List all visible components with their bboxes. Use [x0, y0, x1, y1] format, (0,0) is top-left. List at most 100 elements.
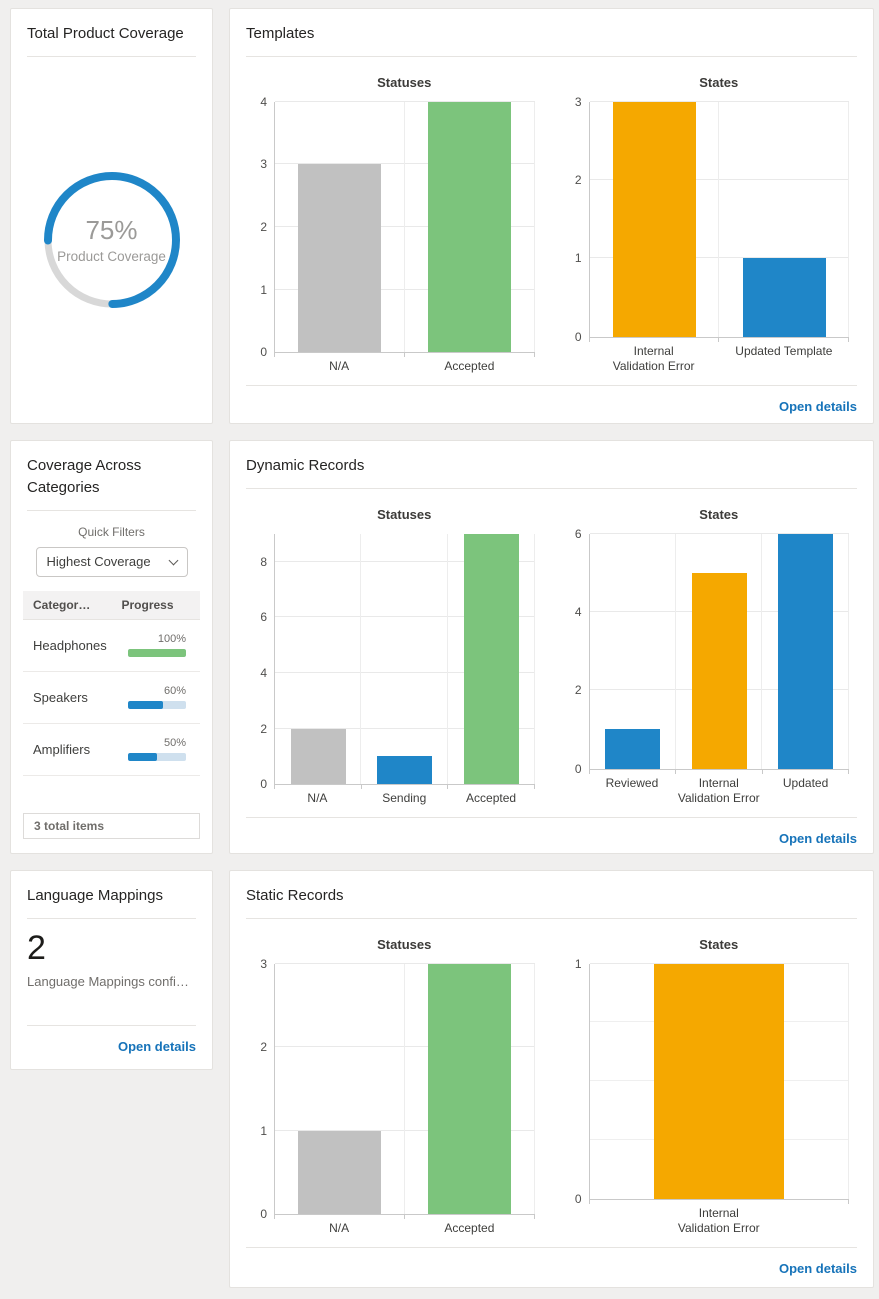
- category-name: Speakers: [33, 689, 88, 705]
- progress-bar-fill: [128, 649, 186, 657]
- y-axis-label: 4: [574, 605, 582, 620]
- chart-plot-area: 0 1 2 3: [260, 958, 535, 1220]
- table-row: Speakers 60%: [23, 672, 200, 724]
- y-axis-label: 0: [574, 1191, 582, 1206]
- gridline: [275, 616, 535, 618]
- chart-title: States: [699, 506, 739, 522]
- x-axis-labels: Internal Validation Error: [589, 1206, 850, 1237]
- bar-chart-states: States 0 1 2 3 Internal Validation Error Update…: [553, 75, 864, 375]
- x-axis-labels: N/A Accepted: [274, 1221, 535, 1237]
- charts-row: Statuses 0 1 2 3 N/A Accepted States 0 1 Internal V…: [230, 919, 873, 1247]
- templates-card: Templates Statuses 0 1 2 3 4 N/A Accepted States…: [229, 8, 874, 424]
- language-mappings-count: 2: [27, 928, 46, 967]
- x-axis-label: Internal Validation Error: [677, 1205, 760, 1236]
- bar-accepted: [463, 533, 519, 785]
- gridline: [275, 225, 535, 227]
- table-body: Headphones 100% Speakers 60% Amplifiers 50%: [23, 620, 200, 776]
- gridline: [275, 288, 535, 290]
- coverage-caption: Product Coverage: [57, 249, 166, 265]
- card-footer: Open details: [246, 1246, 857, 1291]
- x-axis-label: N/A: [329, 359, 350, 374]
- open-details-link[interactable]: Open details: [117, 1039, 196, 1054]
- card-title: Templates: [246, 9, 857, 57]
- bar-updated-template: [742, 258, 826, 337]
- x-axis-tick: [274, 784, 275, 790]
- x-axis-tick: [274, 1214, 275, 1220]
- x-axis-labels: N/A Sending Accepted: [274, 791, 535, 807]
- card-footer: Open details: [27, 1025, 196, 1069]
- donut-chart-area: 75% Product Coverage: [11, 57, 212, 423]
- y-axis-label: 2: [574, 683, 582, 698]
- donut-arc: [43, 171, 180, 308]
- bar-chart-statuses: Statuses 0 2 4 6 8 N/A Sending Accepted: [238, 507, 549, 807]
- card-title: Total Product Coverage: [27, 9, 196, 57]
- progress-bar: [128, 753, 186, 761]
- gridline: [275, 1046, 535, 1048]
- total-items-label: 3 total items: [34, 819, 105, 833]
- x-axis-tick: [588, 768, 590, 774]
- gridline: [275, 671, 535, 673]
- coverage-donut-chart: 75% Product Coverage: [37, 165, 187, 315]
- x-axis-tick: [274, 352, 275, 358]
- charts-row: Statuses 0 2 4 6 8 N/A Sending Accepted States 0 2 4…: [230, 489, 873, 817]
- bar-chart-statuses: Statuses 0 1 2 3 N/A Accepted: [238, 937, 549, 1237]
- progress-bar: [128, 649, 186, 657]
- progress-cell: 50%: [112, 737, 191, 761]
- quick-filters-label: Quick Filters: [78, 524, 145, 539]
- gridline: [275, 962, 535, 964]
- y-axis-label: 0: [260, 345, 267, 360]
- gridline: [275, 727, 535, 729]
- y-axis-label: 2: [574, 173, 582, 188]
- donut-center: 75% Product Coverage: [37, 165, 187, 315]
- y-axis-label: 2: [260, 219, 267, 234]
- y-axis-label: 3: [260, 157, 267, 172]
- y-axis-label: 3: [260, 956, 267, 971]
- quick-filter-select[interactable]: Highest Coverage: [35, 546, 188, 577]
- x-axis-labels: Reviewed Internal Validation Error Updated: [589, 776, 850, 807]
- chart-plot-area: 0 1 2 3: [575, 96, 849, 343]
- x-axis-label: Internal Validation Error: [677, 775, 760, 806]
- coverage-percent: 75%: [85, 215, 138, 246]
- gridline: [275, 100, 535, 102]
- bar-chart-states: States 0 2 4 6 Reviewed Internal Validation Err…: [553, 507, 864, 807]
- bar-n-a: [290, 728, 346, 785]
- card-title: Static Records: [246, 871, 857, 919]
- x-axis-tick: [360, 784, 362, 790]
- bar-n-a: [298, 1130, 382, 1215]
- x-axis-label: Sending: [382, 791, 427, 806]
- x-axis-tick: [533, 1214, 535, 1220]
- open-details-link[interactable]: Open details: [778, 398, 857, 414]
- category-separator: [403, 101, 405, 353]
- y-axis-label: 1: [260, 1123, 267, 1138]
- category-separator: [848, 963, 849, 1199]
- chart-title: Statuses: [377, 506, 432, 522]
- dynamic-records-card: Dynamic Records Statuses 0 2 4 6 8 N/A Sending A…: [229, 440, 874, 854]
- category-separator: [848, 101, 849, 337]
- donut-svg: [43, 171, 180, 308]
- y-axis-label: 1: [574, 251, 582, 266]
- bar-internal-validation-error: [691, 572, 747, 769]
- gridline: [589, 100, 849, 102]
- y-axis-label: 2: [260, 1040, 267, 1055]
- x-axis-label: Accepted: [444, 1221, 495, 1236]
- coverage-across-categories-card: Coverage Across Categories Quick Filters…: [10, 440, 213, 854]
- table-row: Amplifiers 50%: [23, 724, 200, 776]
- chart-title: Statuses: [377, 74, 432, 90]
- category-name: Amplifiers: [33, 741, 91, 757]
- open-details-link[interactable]: Open details: [778, 830, 857, 846]
- x-axis-tick: [675, 768, 676, 774]
- language-mappings-caption: Language Mappings configur…: [27, 973, 196, 989]
- gridline: [589, 257, 849, 259]
- y-axis-label: 4: [260, 94, 267, 109]
- category-separator: [403, 963, 405, 1215]
- column-header-category: Categor…: [33, 597, 91, 612]
- progress-bar-fill: [128, 753, 157, 761]
- gridline: [589, 962, 849, 964]
- bar-internal-validation-error: [654, 963, 785, 1199]
- card-footer: Open details: [246, 384, 857, 429]
- category-separator: [360, 533, 362, 785]
- progress-cell: 60%: [112, 685, 191, 709]
- open-details-link[interactable]: Open details: [778, 1260, 857, 1276]
- chart-title: States: [699, 74, 739, 90]
